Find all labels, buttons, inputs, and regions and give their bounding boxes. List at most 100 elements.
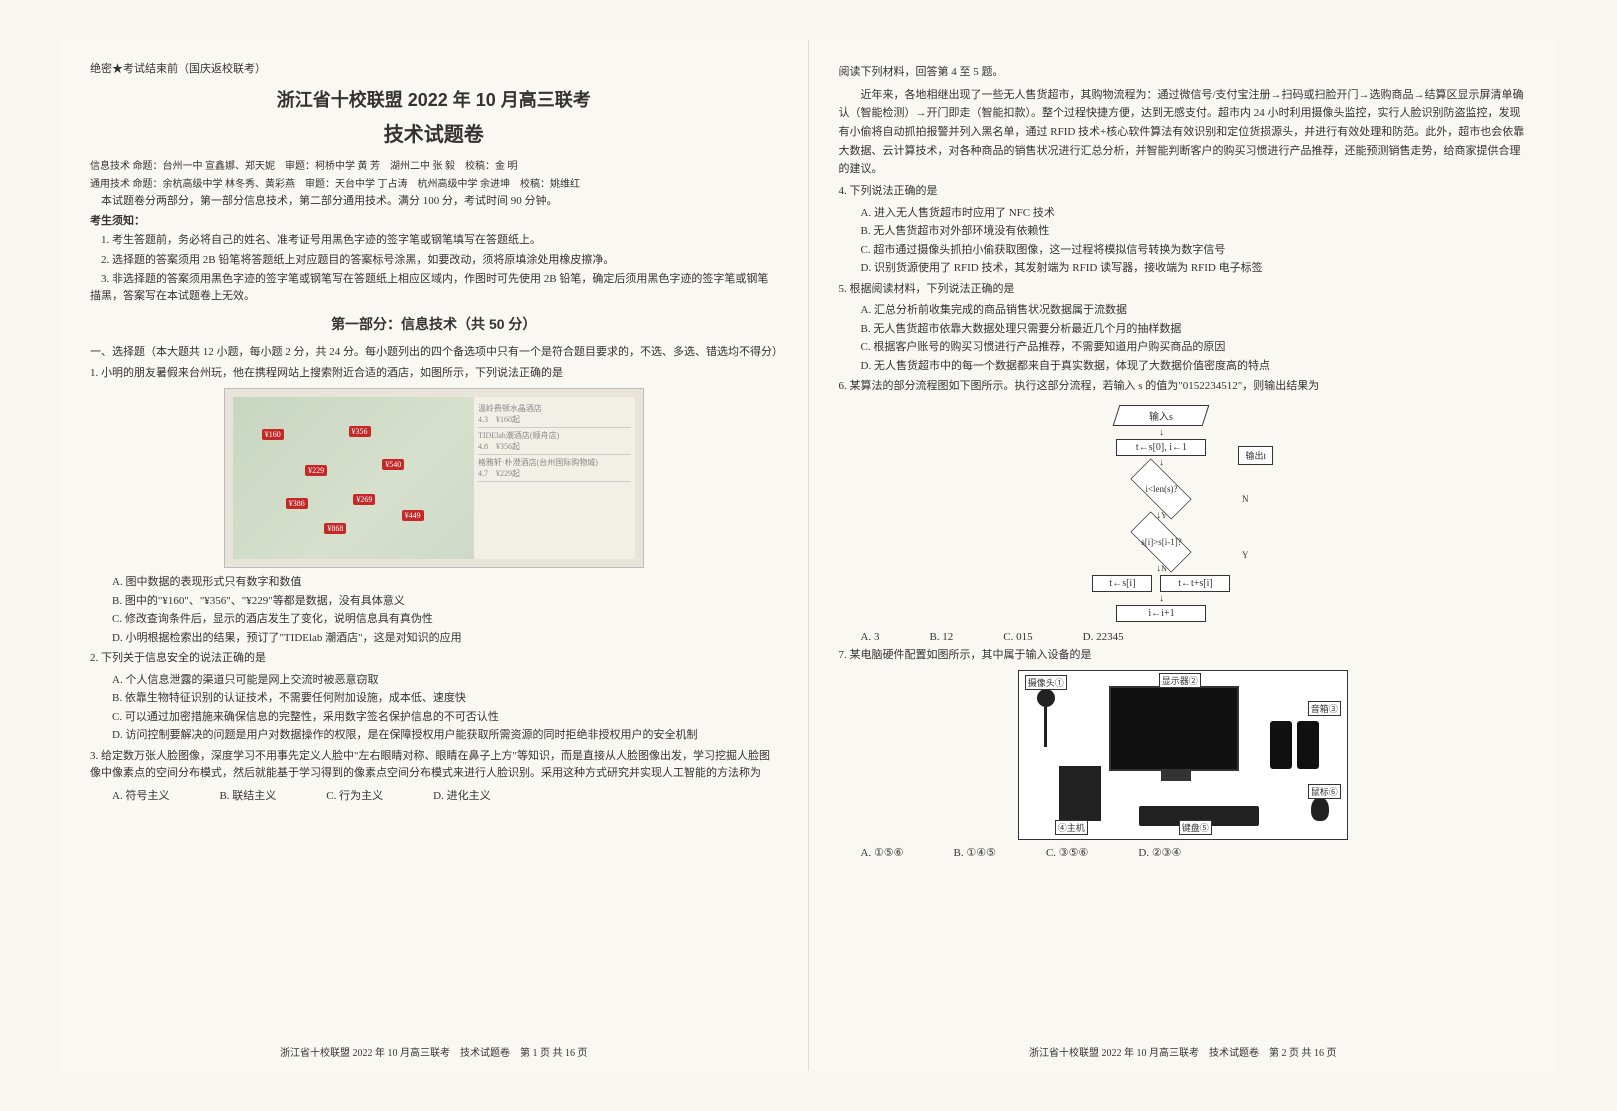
question-5: 5. 根据阅读材料，下列说法正确的是 bbox=[839, 281, 1528, 299]
label-speaker: 音箱③ bbox=[1308, 701, 1341, 716]
credit-line-it: 信息技术 命题：台州一中 宣鑫娜、郑天妮 审题：柯桥中学 黄 芳 湖州二中 张 … bbox=[90, 157, 778, 172]
hotel-row: 温岭费顿水晶酒店 4.3 ¥160起 bbox=[478, 401, 631, 428]
q6-option-b: B. 12 bbox=[929, 631, 953, 643]
q5-option-a: A. 汇总分析前收集完成的商品销售状况数据属于流数据 bbox=[861, 302, 1528, 319]
q5-option-b: B. 无人售货超市依靠大数据处理只需要分析最近几个月的抽样数据 bbox=[861, 321, 1528, 338]
q1-map-image: ¥160 ¥356 ¥229 ¥540 ¥386 ¥269 ¥449 ¥868 … bbox=[224, 388, 644, 568]
credit-line-gt: 通用技术 命题：余杭高级中学 林冬秀、黄彩燕 审题：天台中学 丁占涛 杭州高级中… bbox=[90, 175, 778, 190]
hotel-score: 4.7 bbox=[478, 469, 488, 478]
paper-subtitle: 技术试题卷 bbox=[90, 118, 778, 147]
hotel-name: TIDElab潮酒店(顺舟店) bbox=[478, 430, 631, 441]
q6-option-d: D. 22345 bbox=[1083, 631, 1124, 643]
flow-assign-b: t←t+s[i] bbox=[1160, 575, 1230, 592]
pc-diagram: 摄像头① 显示器② 音箱③ ④主机 键盘⑤ 鼠标⑥ bbox=[1018, 670, 1348, 840]
flow-main: 输入s ↓ t←s[0], i←1 ↓ i<len(s)? N ↓Y s[i]>… bbox=[1092, 402, 1230, 625]
map-sketch: ¥160 ¥356 ¥229 ¥540 ¥386 ¥269 ¥449 ¥868 … bbox=[233, 397, 635, 559]
flowchart: 输入s ↓ t←s[0], i←1 ↓ i<len(s)? N ↓Y s[i]>… bbox=[1053, 402, 1313, 625]
arrow-icon: ↓Y bbox=[1092, 510, 1230, 521]
q4-option-b: B. 无人售货超市对外部环境没有依赖性 bbox=[861, 223, 1528, 240]
choice-header: 一、选择题（本大题共 12 小题，每小题 2 分，共 24 分。每小题列出的四个… bbox=[90, 344, 778, 361]
q2-option-d: D. 访问控制要解决的问题是用户对数据操作的权限，是在保障授权用户能获取所需资源… bbox=[112, 727, 778, 744]
tower-icon bbox=[1059, 766, 1101, 821]
flow-output: 输出t bbox=[1238, 446, 1273, 465]
question-3: 3. 给定数万张人脸图像，深度学习不用事先定义人脸中"左右眼睛对称、眼睛在鼻子上… bbox=[90, 748, 778, 783]
speaker-icon bbox=[1270, 721, 1292, 769]
flow-inc: i←i+1 bbox=[1116, 605, 1206, 622]
notice-1: 1. 考生答题前，务必将自己的姓名、准考证号用黑色字迹的签字笔或钢笔填写在答题纸… bbox=[90, 232, 778, 249]
hotel-list: 温岭费顿水晶酒店 4.3 ¥160起 TIDElab潮酒店(顺舟店) 4.8 ¥… bbox=[474, 397, 635, 559]
notice-2: 2. 选择题的答案须用 2B 铅笔将答题纸上对应题目的答案标号涂黑，如要改动，须… bbox=[90, 252, 778, 269]
q2-option-b: B. 依靠生物特征识别的认证技术，不需要任何附加设施，成本低、速度快 bbox=[112, 690, 778, 707]
q6-option-a: A. 3 bbox=[861, 631, 880, 643]
question-4: 4. 下列说法正确的是 bbox=[839, 183, 1528, 201]
q7-option-c: C. ③⑤⑥ bbox=[1046, 846, 1088, 859]
notice-title: 考生须知： bbox=[90, 213, 778, 230]
q1-option-a: A. 图中数据的表现形式只有数字和数值 bbox=[112, 574, 778, 591]
arrow-icon: ↓ bbox=[1092, 427, 1230, 438]
monitor-icon bbox=[1109, 686, 1239, 771]
price-pin: ¥229 bbox=[305, 465, 327, 476]
q2-option-a: A. 个人信息泄露的渠道只可能是网上交流时被恶意窃取 bbox=[112, 672, 778, 689]
label-keyboard: 键盘⑤ bbox=[1179, 820, 1212, 835]
section-1-title: 第一部分：信息技术（共 50 分） bbox=[90, 314, 778, 334]
label-monitor: 显示器② bbox=[1159, 673, 1201, 688]
flow-cond-2: s[i]>s[i-1]? bbox=[1121, 522, 1201, 562]
price-pin: ¥356 bbox=[349, 426, 371, 437]
price-pin: ¥386 bbox=[286, 498, 308, 509]
q4-option-d: D. 识别货源使用了 RFID 技术，其发射端为 RFID 读写器，接收端为 R… bbox=[861, 260, 1528, 277]
flow-no-label: N bbox=[1242, 494, 1249, 504]
question-1: 1. 小明的朋友暑假来台州玩，他在携程网站上搜索附近合适的酒店，如图所示，下列说… bbox=[90, 365, 778, 383]
page-1: 绝密★考试结束前（国庆返校联考） 浙江省十校联盟 2022 年 10 月高三联考… bbox=[60, 40, 809, 1071]
page-footer-1: 浙江省十校联盟 2022 年 10 月高三联考 技术试题卷 第 1 页 共 16… bbox=[60, 1044, 808, 1059]
flow-assign-a: t←s[i] bbox=[1092, 575, 1152, 592]
flow-input: 输入s bbox=[1113, 405, 1210, 426]
confidential-note: 绝密★考试结束前（国庆返校联考） bbox=[90, 60, 778, 76]
hotel-score: 4.8 bbox=[478, 442, 488, 451]
notice-3: 3. 非选择题的答案须用黑色字迹的签字笔或钢笔写在答题纸上相应区域内，作图时可先… bbox=[90, 271, 778, 304]
arrow-icon: ↓ bbox=[1092, 593, 1230, 604]
q7-option-a: A. ①⑤⑥ bbox=[861, 846, 904, 859]
hotel-price: ¥160起 bbox=[496, 415, 520, 424]
q3-option-a: A. 符号主义 bbox=[112, 787, 169, 803]
hotel-price: ¥356起 bbox=[496, 442, 520, 451]
passage-text: 近年来，各地相继出现了一些无人售货超市，其购物流程为：通过微信号/支付宝注册→扫… bbox=[839, 86, 1528, 179]
q3-option-c: C. 行为主义 bbox=[326, 787, 383, 803]
q4-option-a: A. 进入无人售货超市时应用了 NFC 技术 bbox=[861, 205, 1528, 222]
intro-text: 本试题卷分两部分，第一部分信息技术，第二部分通用技术。满分 100 分，考试时间… bbox=[90, 193, 778, 210]
q5-option-d: D. 无人售货超市中的每一个数据都来自于真实数据，体现了大数据价值密度高的特点 bbox=[861, 358, 1528, 375]
q1-option-c: C. 修改查询条件后，显示的酒店发生了变化，说明信息具有真伪性 bbox=[112, 611, 778, 628]
label-mouse: 鼠标⑥ bbox=[1308, 784, 1341, 799]
question-7: 7. 某电脑硬件配置如图所示，其中属于输入设备的是 bbox=[839, 647, 1528, 665]
price-pin: ¥269 bbox=[353, 494, 375, 505]
q4-option-c: C. 超市通过摄像头抓拍小偷获取图像，这一过程将模拟信号转换为数字信号 bbox=[861, 242, 1528, 259]
flow-init: t←s[0], i←1 bbox=[1116, 439, 1206, 456]
q1-option-d: D. 小明根据检索出的结果，预订了"TIDElab 潮酒店"，这是对知识的应用 bbox=[112, 630, 778, 647]
hotel-row: TIDElab潮酒店(顺舟店) 4.8 ¥356起 bbox=[478, 428, 631, 455]
exam-title: 浙江省十校联盟 2022 年 10 月高三联考 bbox=[90, 86, 778, 112]
hotel-price: ¥229起 bbox=[496, 469, 520, 478]
label-camera: 摄像头① bbox=[1025, 675, 1067, 690]
q5-option-c: C. 根据客户账号的购买习惯进行产品推荐，不需要知道用户购买商品的原因 bbox=[861, 339, 1528, 356]
hotel-row: 格雅轩·朴澄酒店(台州国际购物城) 4.7 ¥229起 bbox=[478, 455, 631, 482]
price-pin: ¥449 bbox=[402, 510, 424, 521]
price-pin: ¥540 bbox=[382, 459, 404, 470]
q3-option-b: B. 联结主义 bbox=[219, 787, 276, 803]
q6-option-c: C. 015 bbox=[1003, 631, 1032, 643]
question-2: 2. 下列关于信息安全的说法正确的是 bbox=[90, 650, 778, 668]
hotel-score: 4.3 bbox=[478, 415, 488, 424]
q7-options: A. ①⑤⑥ B. ①④⑤ C. ③⑤⑥ D. ②③④ bbox=[861, 846, 1528, 859]
flow-yes-label: Y bbox=[1242, 550, 1249, 560]
label-tower: ④主机 bbox=[1055, 820, 1088, 835]
price-pin: ¥160 bbox=[262, 429, 284, 440]
flow-cond-1: i<len(s)? bbox=[1121, 469, 1201, 509]
webcam-icon bbox=[1037, 689, 1055, 707]
map-area: ¥160 ¥356 ¥229 ¥540 ¥386 ¥269 ¥449 ¥868 bbox=[233, 397, 474, 559]
q2-option-c: C. 可以通过加密措施来确保信息的完整性，采用数字签名保护信息的不可否认性 bbox=[112, 709, 778, 726]
q3-options: A. 符号主义 B. 联结主义 C. 行为主义 D. 进化主义 bbox=[112, 787, 778, 803]
q6-options: A. 3 B. 12 C. 015 D. 22345 bbox=[861, 631, 1528, 643]
hotel-name: 温岭费顿水晶酒店 bbox=[478, 403, 631, 414]
q1-option-b: B. 图中的"¥160"、"¥356"、"¥229"等都是数据，没有具体意义 bbox=[112, 593, 778, 610]
hotel-name: 格雅轩·朴澄酒店(台州国际购物城) bbox=[478, 457, 631, 468]
price-pin: ¥868 bbox=[324, 523, 346, 534]
question-6: 6. 某算法的部分流程图如下图所示。执行这部分流程，若输入 s 的值为"0152… bbox=[839, 378, 1528, 396]
